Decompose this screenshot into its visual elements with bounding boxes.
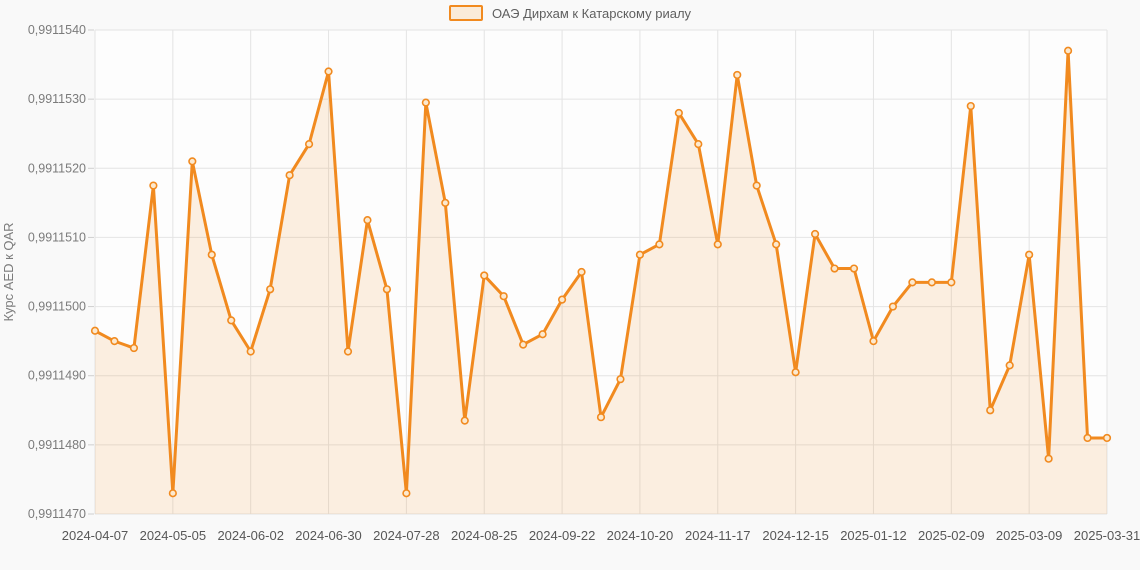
x-tick-label: 2024-06-30 — [295, 528, 362, 543]
data-point-marker[interactable] — [947, 278, 956, 287]
x-tick-label: 2024-04-07 — [62, 528, 129, 543]
data-point-marker[interactable] — [849, 264, 859, 273]
data-point-marker[interactable] — [577, 267, 586, 277]
data-point-marker[interactable] — [1025, 250, 1034, 259]
data-point-marker[interactable] — [1044, 454, 1053, 463]
x-tick-label: 2024-11-17 — [685, 528, 751, 543]
data-point-marker[interactable] — [207, 250, 216, 259]
data-point-marker[interactable] — [908, 278, 917, 287]
data-point-marker[interactable] — [927, 278, 936, 287]
data-point-marker[interactable] — [246, 347, 255, 356]
data-point-marker[interactable] — [324, 67, 333, 76]
data-point-marker[interactable] — [674, 108, 683, 118]
data-point-marker[interactable] — [616, 375, 625, 384]
data-point-marker[interactable] — [869, 337, 878, 346]
data-point-marker[interactable] — [791, 368, 800, 377]
x-tick-label: 2024-07-28 — [373, 528, 440, 543]
x-tick-label: 2024-05-05 — [140, 528, 207, 543]
data-point-marker[interactable] — [480, 271, 489, 280]
data-point-marker[interactable] — [1083, 433, 1092, 443]
data-point-marker[interactable] — [538, 330, 547, 339]
legend-swatch-icon — [448, 5, 483, 21]
chart-legend-item[interactable]: ОАЭ Дирхам к Катарскому риалу — [0, 5, 1140, 21]
data-point-marker[interactable] — [694, 139, 703, 149]
data-point-marker[interactable] — [168, 489, 177, 498]
data-point-marker[interactable] — [752, 181, 761, 190]
data-point-marker[interactable] — [596, 413, 606, 422]
data-point-marker[interactable] — [441, 198, 450, 207]
x-tick-label: 2024-09-22 — [529, 528, 596, 543]
data-point-marker[interactable] — [499, 292, 508, 301]
data-point-marker[interactable] — [304, 139, 314, 149]
data-point-marker[interactable] — [713, 240, 722, 249]
y-tick-label: 0,9911480 — [28, 438, 86, 452]
y-tick-label: 0,9911490 — [28, 369, 86, 383]
data-point-marker[interactable] — [363, 216, 372, 225]
series-area-fill — [95, 50, 1107, 515]
y-tick-label: 0,9911470 — [28, 507, 86, 521]
x-tick-label: 2025-03-09 — [996, 528, 1063, 543]
data-point-marker[interactable] — [1063, 46, 1073, 55]
data-point-marker[interactable] — [1102, 433, 1112, 443]
data-point-marker[interactable] — [188, 157, 197, 166]
y-axis-title: Курс AED к QAR — [1, 222, 16, 321]
data-point-marker[interactable] — [266, 285, 275, 294]
data-point-marker[interactable] — [90, 326, 100, 335]
x-tick-label: 2025-03-31 — [1074, 528, 1140, 543]
data-point-marker[interactable] — [402, 489, 411, 498]
data-point-marker[interactable] — [421, 98, 430, 107]
data-point-marker[interactable] — [1005, 361, 1014, 370]
y-tick-label: 0,9911540 — [28, 23, 86, 37]
x-tick-label: 2025-01-12 — [840, 528, 907, 543]
data-point-marker[interactable] — [966, 101, 975, 111]
data-point-marker[interactable] — [772, 240, 781, 249]
data-point-marker[interactable] — [655, 240, 664, 249]
data-point-marker[interactable] — [343, 347, 353, 356]
y-tick-label: 0,9911520 — [28, 161, 86, 175]
data-point-marker[interactable] — [888, 302, 898, 311]
data-point-marker[interactable] — [129, 343, 139, 353]
data-point-marker[interactable] — [519, 340, 528, 349]
data-point-marker[interactable] — [635, 250, 645, 259]
legend-series-label: ОАЭ Дирхам к Катарскому риалу — [491, 5, 692, 21]
data-point-marker[interactable] — [382, 285, 392, 294]
y-tick-label: 0,9911510 — [28, 230, 86, 244]
data-point-marker[interactable] — [986, 406, 995, 415]
x-tick-label: 2024-06-02 — [217, 528, 284, 543]
plot-area — [95, 30, 1107, 514]
x-tick-label: 2024-12-15 — [762, 528, 829, 543]
data-point-marker[interactable] — [557, 295, 567, 304]
data-point-marker[interactable] — [810, 229, 820, 239]
data-point-marker[interactable] — [830, 264, 839, 273]
x-tick-label: 2025-02-09 — [918, 528, 985, 543]
y-tick-label: 0,9911530 — [28, 92, 86, 106]
data-point-marker[interactable] — [285, 171, 294, 180]
x-tick-label: 2024-10-20 — [607, 528, 674, 543]
data-point-marker[interactable] — [110, 337, 119, 346]
data-point-marker[interactable] — [733, 70, 742, 80]
data-point-marker[interactable] — [149, 181, 158, 190]
y-tick-label: 0,9911500 — [28, 300, 86, 314]
x-tick-label: 2024-08-25 — [451, 528, 518, 543]
data-point-marker[interactable] — [227, 316, 236, 325]
data-point-marker[interactable] — [460, 416, 469, 425]
